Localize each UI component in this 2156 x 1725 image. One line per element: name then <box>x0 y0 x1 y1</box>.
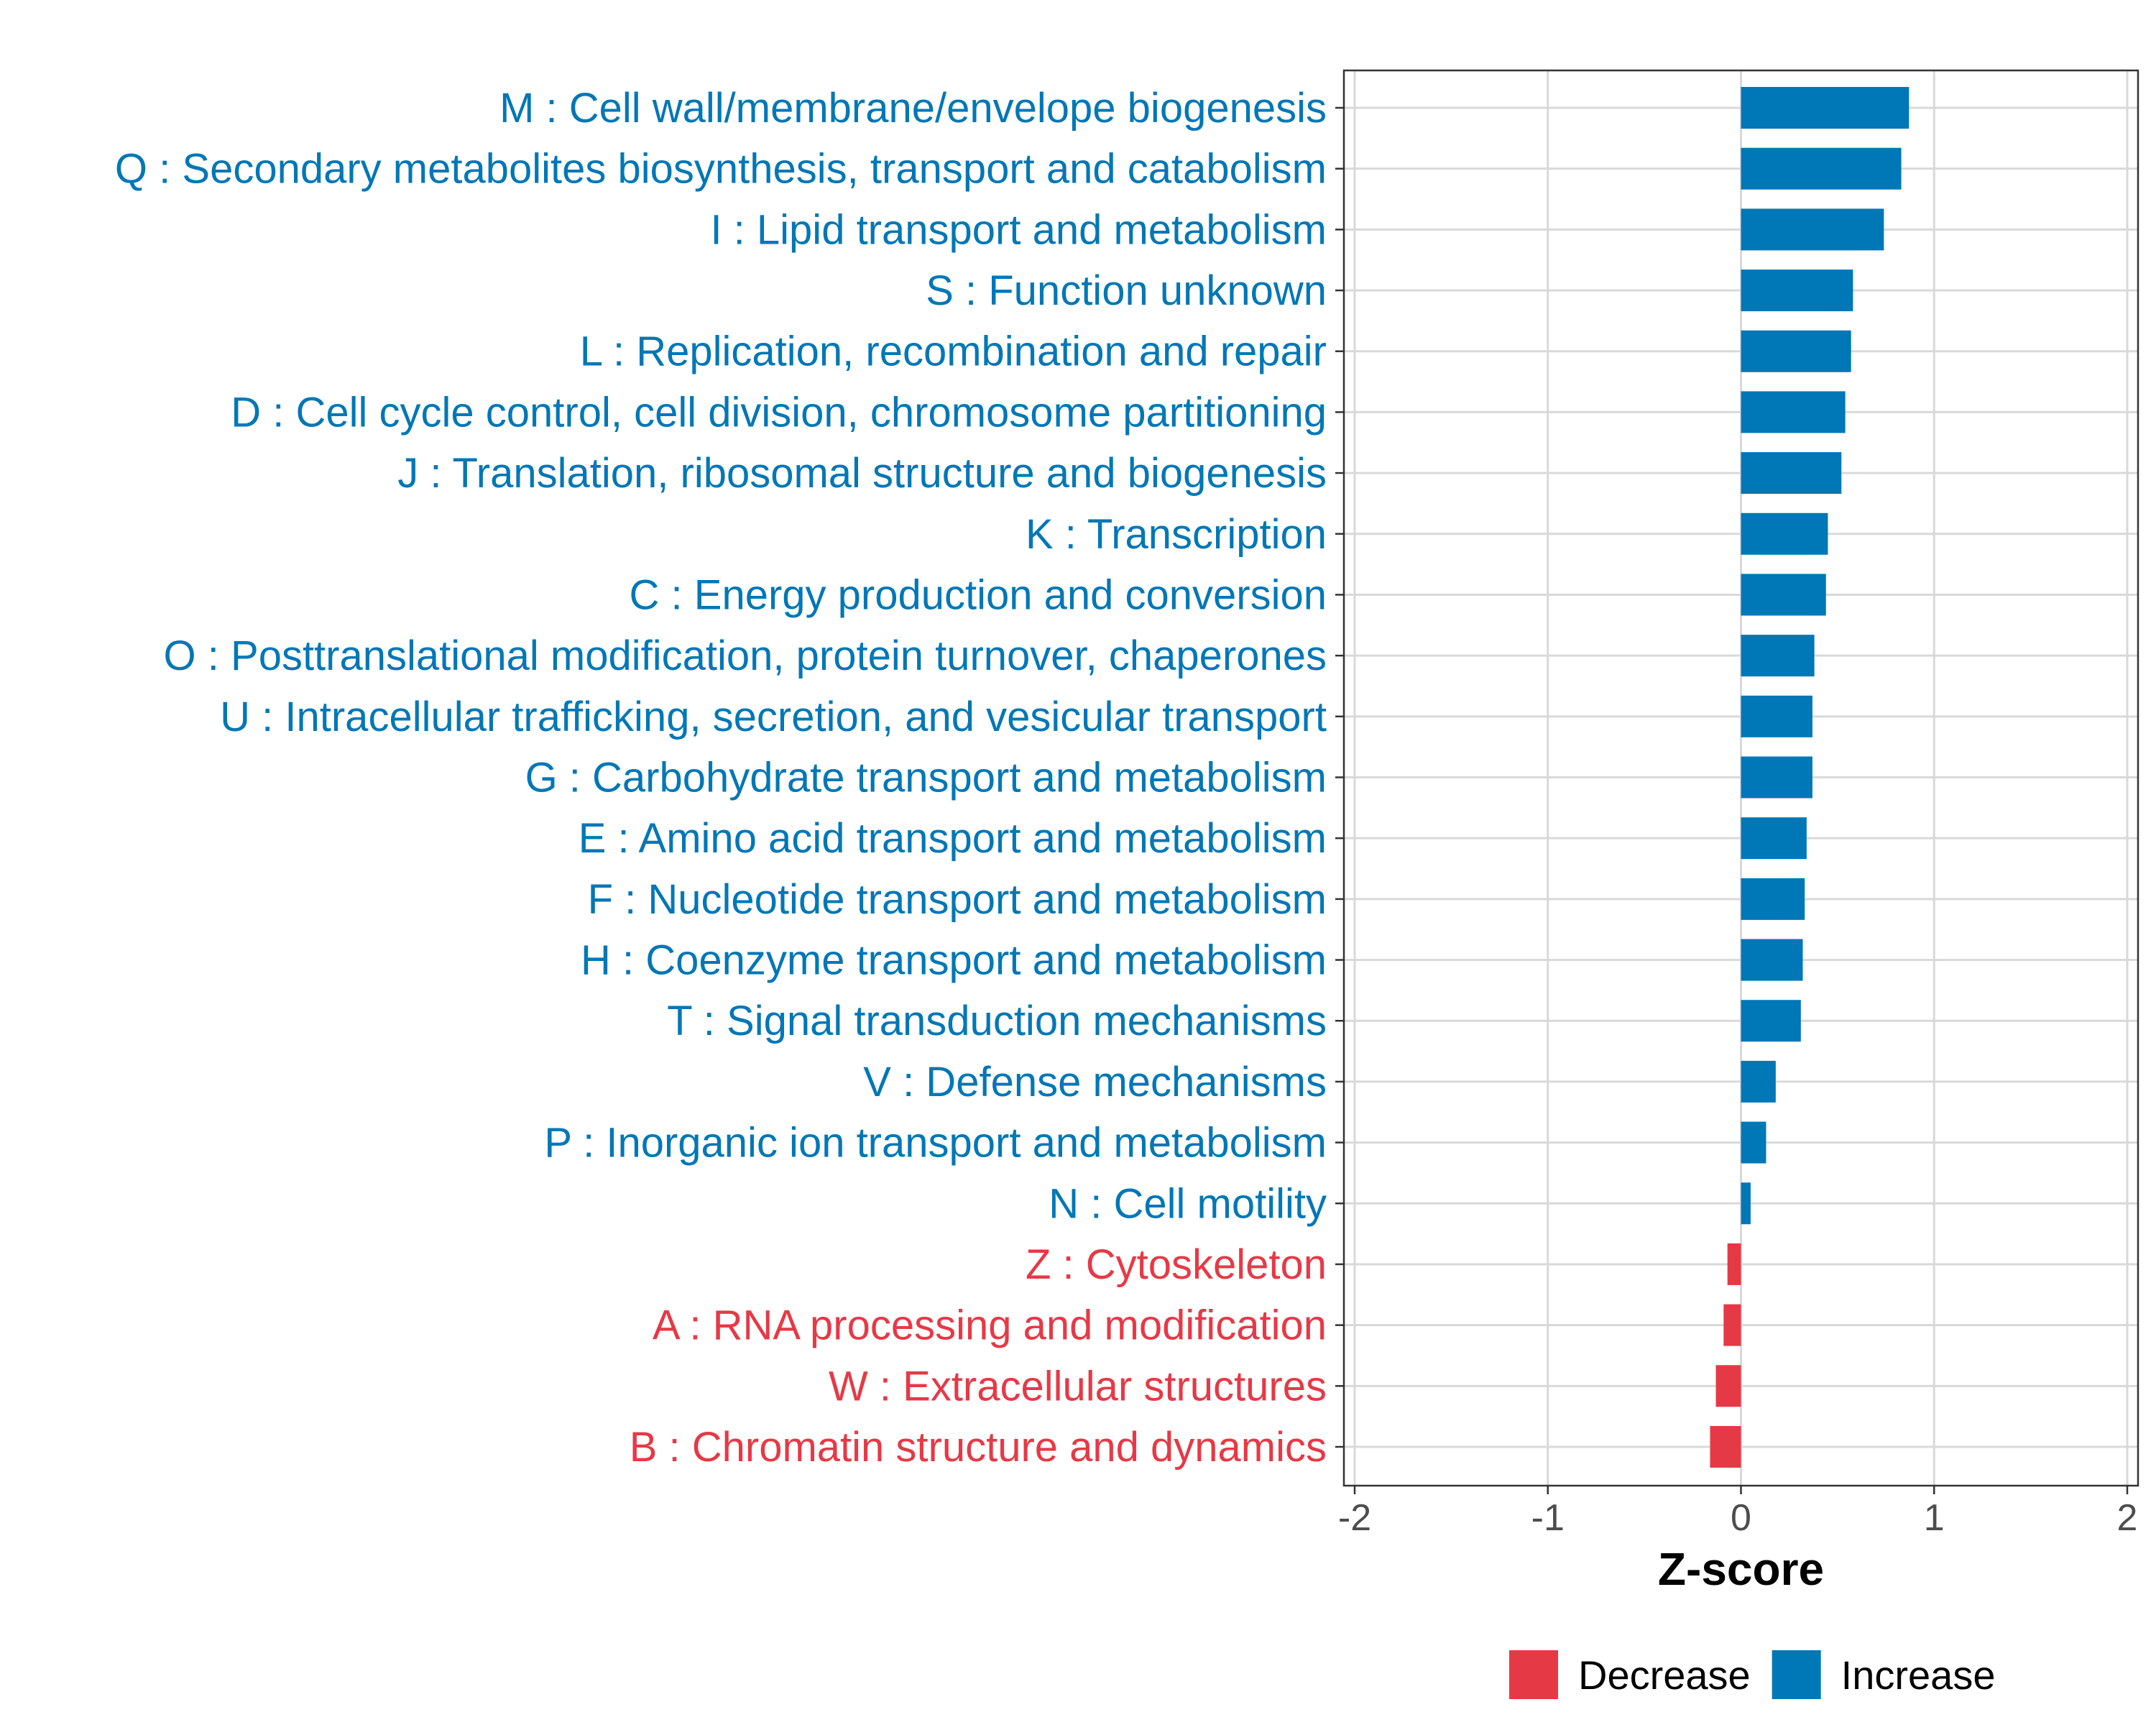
category-label: S : Function unknown <box>926 267 1327 314</box>
legend-swatch <box>1509 1650 1558 1699</box>
x-axis-title: Z-score <box>1658 1543 1824 1595</box>
category-label: W : Extracellular structures <box>829 1363 1327 1409</box>
x-tick-label: -2 <box>1338 1497 1371 1539</box>
category-label: D : Cell cycle control, cell division, c… <box>231 389 1327 436</box>
bar <box>1741 512 1828 555</box>
legend-label: Decrease <box>1578 1652 1751 1698</box>
category-label: B : Chromatin structure and dynamics <box>630 1424 1327 1471</box>
bar <box>1710 1426 1741 1468</box>
legend: Decrease Increase <box>1509 1650 1995 1699</box>
x-tick-label: 1 <box>1924 1497 1945 1539</box>
bar <box>1741 1000 1801 1042</box>
bar <box>1715 1365 1741 1407</box>
bar <box>1727 1243 1741 1285</box>
y-axis-ticks <box>1335 106 1344 1448</box>
bar <box>1741 695 1812 737</box>
bar <box>1741 1060 1776 1103</box>
category-label: E : Amino acid transport and metabolism <box>579 815 1327 862</box>
category-label: G : Carbohydrate transport and metabolis… <box>525 755 1327 801</box>
category-label: K : Transcription <box>1026 511 1327 558</box>
category-label: J : Translation, ribosomal structure and… <box>397 450 1327 497</box>
bar <box>1741 208 1884 251</box>
bar <box>1723 1304 1741 1346</box>
category-label: T : Signal transduction mechanisms <box>667 998 1327 1044</box>
bar <box>1741 270 1853 312</box>
category-label: M : Cell wall/membrane/envelope biogenes… <box>499 85 1327 132</box>
bar <box>1741 1121 1766 1164</box>
bar <box>1741 878 1805 920</box>
legend-label: Increase <box>1841 1652 1996 1698</box>
bar <box>1741 147 1902 190</box>
category-label: V : Defense mechanisms <box>863 1059 1327 1105</box>
bar <box>1741 330 1851 372</box>
y-axis-category-labels: M : Cell wall/membrane/envelope biogenes… <box>115 85 1327 1471</box>
category-label: H : Coenzyme transport and metabolism <box>581 937 1327 984</box>
category-label: U : Intracellular trafficking, secretion… <box>220 694 1327 740</box>
bar <box>1741 87 1909 129</box>
bar <box>1741 939 1803 981</box>
x-tick-label: 0 <box>1731 1497 1751 1539</box>
bar <box>1741 756 1812 799</box>
x-axis-ticks: -2 -1 0 1 2 <box>1338 1486 2138 1539</box>
category-label: I : Lipid transport and metabolism <box>710 206 1327 253</box>
bar <box>1741 452 1842 494</box>
bar <box>1741 574 1826 616</box>
x-tick-label: 2 <box>2117 1497 2138 1539</box>
category-label: Z : Cytoskeleton <box>1026 1241 1327 1288</box>
x-tick-label: -1 <box>1531 1497 1565 1539</box>
legend-swatch <box>1772 1650 1821 1699</box>
category-label: P : Inorganic ion transport and metaboli… <box>544 1120 1327 1167</box>
bar <box>1741 817 1807 860</box>
category-label: L : Replication, recombination and repai… <box>580 328 1327 375</box>
bars <box>1710 87 1909 1468</box>
category-label: C : Energy production and conversion <box>630 571 1327 618</box>
category-label: F : Nucleotide transport and metabolism <box>588 876 1327 923</box>
category-label: A : RNA processing and modification <box>653 1302 1327 1349</box>
category-label: O : Posttranslational modification, prot… <box>164 632 1327 679</box>
bar <box>1741 391 1846 433</box>
category-label: Q : Secondary metabolites biosynthesis, … <box>115 146 1327 193</box>
bar <box>1741 1182 1751 1225</box>
bar <box>1741 635 1815 677</box>
category-label: N : Cell motility <box>1049 1180 1327 1227</box>
